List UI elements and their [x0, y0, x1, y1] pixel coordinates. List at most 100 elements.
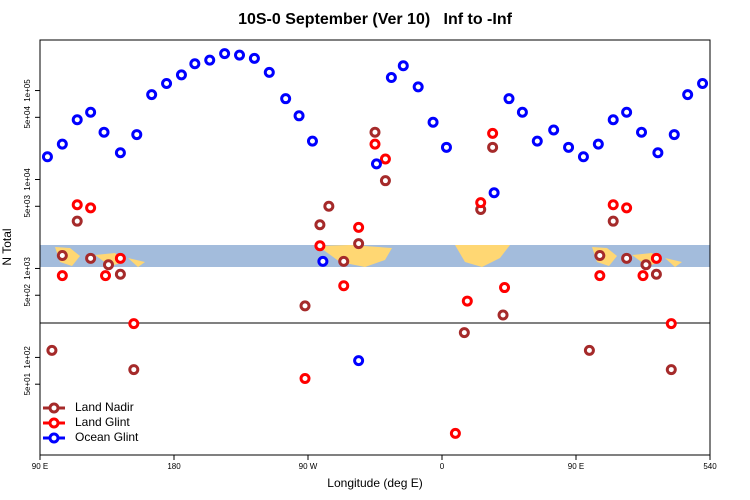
point [234, 49, 246, 61]
point [219, 48, 231, 60]
point [379, 175, 391, 187]
point [516, 106, 528, 118]
point [338, 280, 350, 292]
point [100, 270, 112, 282]
legend-label: Ocean Glint [75, 430, 139, 444]
point [497, 309, 509, 321]
point [621, 106, 633, 118]
point [41, 151, 53, 163]
point [650, 252, 662, 264]
legend-marker [48, 432, 60, 444]
point [280, 93, 292, 105]
y-tick-label: 1e+03 [23, 257, 32, 280]
y-tick-label: 1e+02 [23, 346, 32, 369]
point [397, 60, 409, 72]
y-tick-label: 5e+04 [23, 106, 32, 129]
y-tick-label: 5e+02 [23, 283, 32, 306]
point [488, 187, 500, 199]
point [665, 364, 677, 376]
point [548, 124, 560, 136]
point [379, 153, 391, 165]
x-tick-label: 0 [440, 462, 445, 471]
point [56, 249, 68, 261]
point [637, 270, 649, 282]
point [306, 135, 318, 147]
y-tick-label: 5e+03 [23, 194, 32, 217]
x-axis-label: Longitude (deg E) [327, 476, 422, 490]
point [128, 364, 140, 376]
x-tick-label: 90 W [299, 462, 318, 471]
point [189, 58, 201, 70]
point [621, 202, 633, 214]
point [697, 78, 709, 90]
y-tick-label: 5e+01 [23, 372, 32, 395]
point [487, 127, 499, 139]
point [161, 78, 173, 90]
point [621, 252, 633, 264]
point [594, 270, 606, 282]
point [577, 151, 589, 163]
point [607, 114, 619, 126]
y-tick-label: 1e+04 [23, 168, 32, 191]
point [531, 135, 543, 147]
point [458, 327, 470, 339]
point [607, 215, 619, 227]
point [503, 93, 515, 105]
point [665, 318, 677, 330]
point [682, 89, 694, 101]
point [175, 69, 187, 81]
x-tick-label: 180 [167, 462, 181, 471]
x-tick-label: 90 E [32, 462, 48, 471]
plot-frame [39, 39, 711, 456]
legend-marker [48, 417, 60, 429]
map-strip [40, 245, 710, 267]
point [317, 255, 329, 267]
point [636, 126, 648, 138]
x-tick-label: 90 E [568, 462, 584, 471]
legend-label: Land Glint [75, 415, 130, 429]
point [592, 138, 604, 150]
point [102, 259, 114, 271]
point [323, 200, 335, 212]
point [440, 141, 452, 153]
x-tick-label: 540 [703, 462, 717, 471]
point [487, 141, 499, 153]
point [71, 114, 83, 126]
point [370, 158, 382, 170]
point [338, 255, 350, 267]
point [293, 110, 305, 122]
point [299, 300, 311, 312]
point [353, 221, 365, 233]
point [314, 240, 326, 252]
point [248, 52, 260, 64]
point [146, 89, 158, 101]
point [98, 126, 110, 138]
point [369, 126, 381, 138]
point [204, 54, 216, 66]
point [640, 259, 652, 271]
point [427, 116, 439, 128]
point [85, 106, 97, 118]
point [594, 249, 606, 261]
point [475, 197, 487, 209]
point [563, 141, 575, 153]
point [128, 318, 140, 330]
point [449, 427, 461, 439]
point [385, 72, 397, 84]
point [650, 268, 662, 280]
point [85, 202, 97, 214]
point [461, 295, 473, 307]
chart-title: 10S-0 September (Ver 10) Inf to -Inf [238, 11, 513, 28]
point [314, 219, 326, 231]
point [263, 66, 275, 78]
point [131, 129, 143, 141]
point [369, 138, 381, 150]
point [299, 372, 311, 384]
point [85, 252, 97, 264]
point [56, 138, 68, 150]
legend-label: Land Nadir [75, 400, 134, 414]
point [353, 355, 365, 367]
point [499, 282, 511, 294]
legend-marker [48, 402, 60, 414]
point [56, 270, 68, 282]
